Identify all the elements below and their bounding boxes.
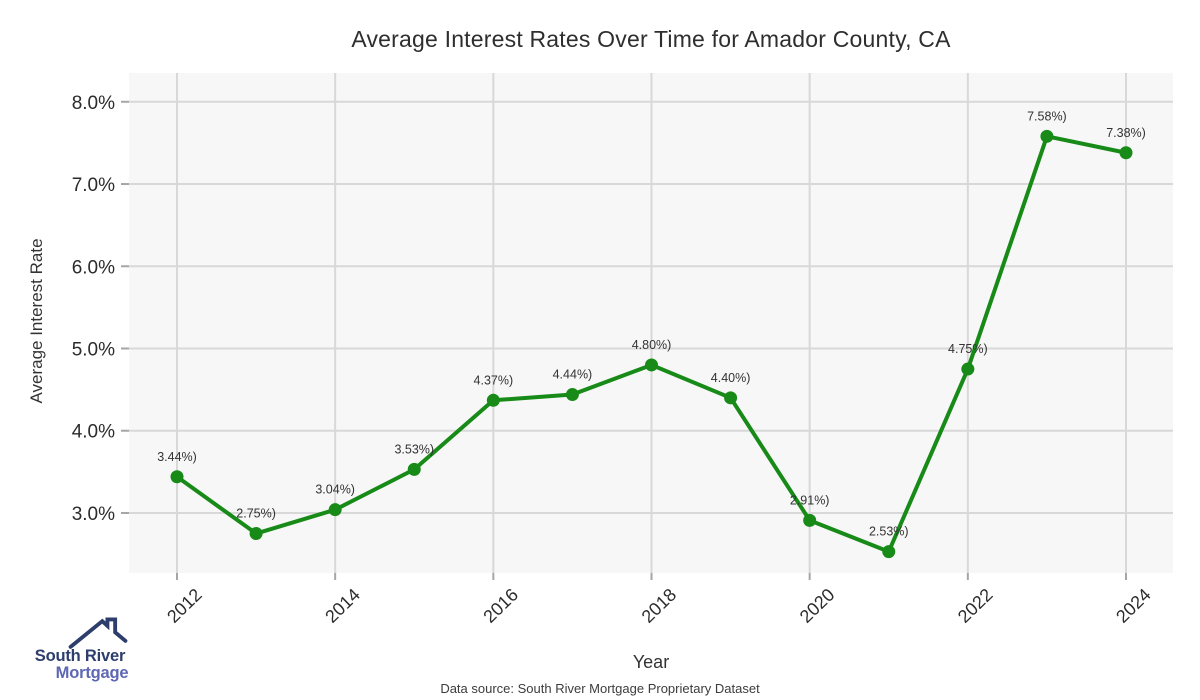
data-point-label: 3.44%) bbox=[157, 450, 197, 464]
data-point-label: 3.04%) bbox=[315, 483, 355, 497]
y-tick-label: 3.0% bbox=[72, 504, 115, 525]
data-point-label: 4.80%) bbox=[632, 338, 672, 352]
data-point-label: 7.58%) bbox=[1027, 109, 1067, 123]
x-tick-label: 2024 bbox=[1112, 584, 1155, 626]
data-point bbox=[328, 503, 342, 517]
data-point-label: 7.38%) bbox=[1106, 126, 1146, 140]
data-point bbox=[1119, 146, 1133, 160]
y-axis-title: Average Interest Rate bbox=[27, 238, 46, 404]
y-tick-label: 8.0% bbox=[72, 93, 115, 114]
south-river-mortgage-logo: South River Mortgage bbox=[18, 615, 138, 685]
data-point bbox=[170, 470, 184, 484]
data-point bbox=[724, 391, 738, 405]
x-tick-label: 2016 bbox=[479, 584, 522, 626]
data-point-label: 3.53%) bbox=[394, 442, 434, 456]
logo-text-line2: Mortgage bbox=[55, 664, 129, 682]
x-tick-label: 2018 bbox=[638, 584, 681, 626]
x-tick-label: 2022 bbox=[954, 584, 997, 626]
y-tick-label: 7.0% bbox=[72, 175, 115, 196]
data-point bbox=[565, 388, 579, 402]
data-point-label: 4.40%) bbox=[711, 371, 751, 385]
data-point bbox=[645, 358, 658, 372]
x-tick-label: 2012 bbox=[163, 584, 206, 626]
data-point bbox=[882, 545, 896, 559]
y-tick-label: 6.0% bbox=[72, 257, 115, 278]
data-point-label: 2.91%) bbox=[790, 493, 830, 507]
data-point-label: 2.75%) bbox=[236, 507, 276, 521]
data-point bbox=[249, 527, 263, 541]
data-point bbox=[407, 462, 421, 476]
data-point-label: 4.75%) bbox=[948, 342, 988, 356]
x-axis-title: Year bbox=[632, 652, 670, 672]
data-point bbox=[486, 393, 500, 407]
x-tick-label: 2014 bbox=[321, 584, 364, 626]
y-tick-label: 5.0% bbox=[72, 339, 115, 360]
logo-text-line1: South River bbox=[34, 647, 126, 665]
data-point-label: 2.53%) bbox=[869, 525, 909, 539]
x-tick-label: 2020 bbox=[796, 584, 839, 626]
data-point bbox=[961, 362, 975, 376]
data-point bbox=[803, 513, 817, 527]
house-roof-icon bbox=[68, 617, 128, 649]
chart-title: Average Interest Rates Over Time for Ama… bbox=[351, 26, 951, 52]
data-point bbox=[1040, 129, 1054, 143]
y-tick-label: 4.0% bbox=[72, 422, 115, 443]
data-point-label: 4.44%) bbox=[553, 368, 593, 382]
data-point-label: 4.37%) bbox=[474, 373, 514, 387]
data-source-note: Data source: South River Mortgage Propri… bbox=[440, 681, 760, 696]
